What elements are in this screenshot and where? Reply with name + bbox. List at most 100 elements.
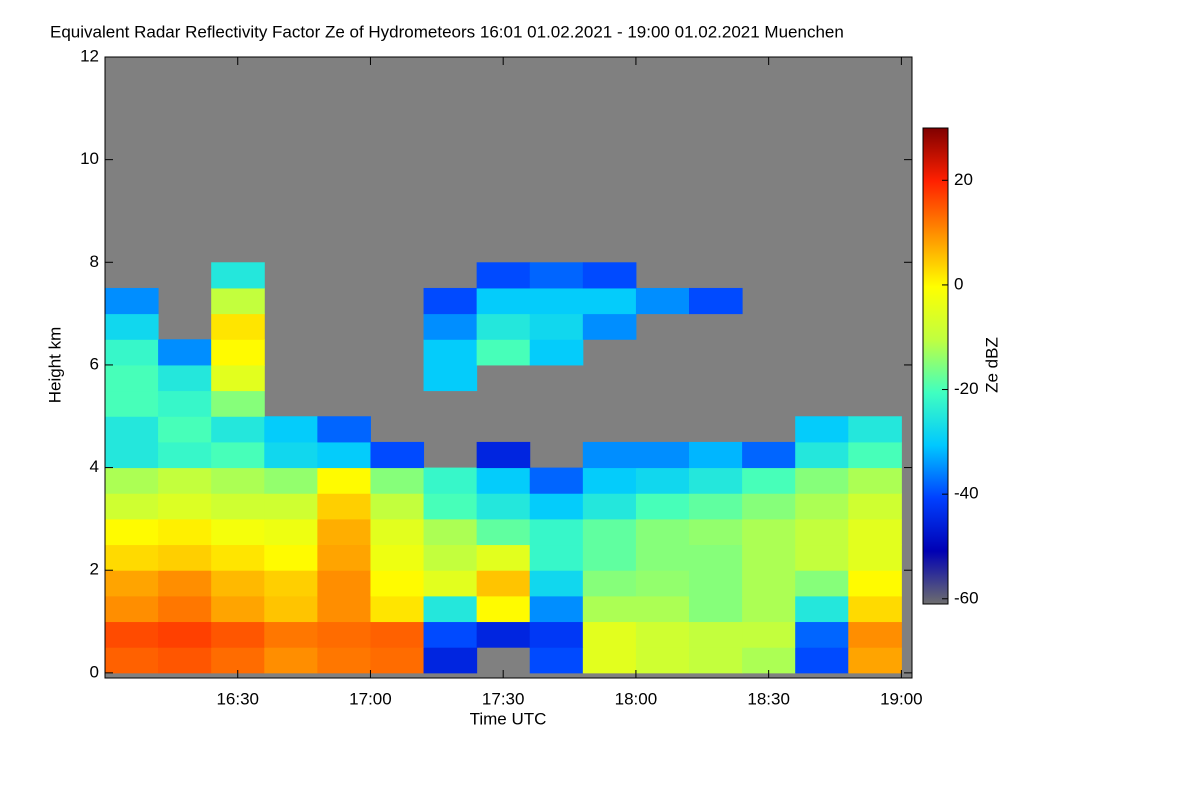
- y-tick-label: 6: [90, 354, 99, 373]
- heatmap-cell: [105, 621, 159, 648]
- heatmap-cell: [476, 441, 531, 469]
- heatmap-cell: [158, 390, 212, 417]
- heatmap-cell: [795, 647, 849, 674]
- colorbar-tick-label: 0: [954, 274, 963, 293]
- y-tick-label: 2: [90, 560, 99, 579]
- heatmap-cell: [848, 441, 902, 469]
- heatmap-cell: [795, 493, 849, 520]
- heatmap-cell: [158, 441, 212, 469]
- heatmap-cell: [370, 544, 425, 571]
- heatmap-cell: [848, 621, 902, 648]
- heatmap-cell: [689, 570, 743, 597]
- heatmap-cell: [264, 441, 318, 469]
- heatmap-cell: [529, 467, 584, 494]
- heatmap-cell: [105, 595, 159, 623]
- heatmap-cell: [476, 287, 531, 315]
- heatmap-cell: [635, 570, 690, 597]
- heatmap-cell: [795, 518, 849, 546]
- heatmap-cell: [105, 518, 159, 546]
- heatmap-cell: [635, 441, 690, 469]
- heatmap-cell: [211, 390, 265, 417]
- heatmap-cell: [211, 467, 265, 494]
- heatmap-cell: [264, 518, 318, 546]
- heatmap-cell: [582, 441, 637, 469]
- y-tick-label: 8: [90, 252, 99, 271]
- heatmap-cell: [529, 544, 584, 571]
- heatmap-cell: [582, 262, 637, 289]
- colorbar-tick-label: -20: [954, 379, 979, 398]
- heatmap-cell: [476, 467, 531, 494]
- heatmap-cell: [423, 647, 478, 674]
- heatmap-cell: [742, 621, 796, 648]
- x-axis-label: Time UTC: [470, 709, 547, 728]
- heatmap-cell: [423, 364, 478, 392]
- heatmap-cell: [689, 595, 743, 623]
- heatmap-cell: [158, 544, 212, 571]
- heatmap-cell: [317, 416, 371, 443]
- heatmap-cell: [105, 390, 159, 417]
- heatmap-cell: [689, 544, 743, 571]
- y-tick-label: 0: [90, 662, 99, 681]
- colorbar-tick-label: -60: [954, 588, 979, 607]
- heatmap-cell: [158, 339, 212, 366]
- heatmap-cell: [317, 544, 371, 571]
- heatmap-cell: [529, 313, 584, 340]
- heatmap-cell: [529, 339, 584, 366]
- heatmap-cell: [105, 416, 159, 443]
- heatmap-cell: [476, 313, 531, 340]
- heatmap-cell: [582, 621, 637, 648]
- heatmap-cell: [105, 544, 159, 571]
- heatmap-cell: [264, 570, 318, 597]
- heatmap-cell: [635, 647, 690, 674]
- heatmap-cell: [370, 518, 425, 546]
- heatmap-cell: [795, 570, 849, 597]
- heatmap-cell: [423, 313, 478, 340]
- heatmap-cell: [370, 441, 425, 469]
- heatmap-cell: [158, 416, 212, 443]
- heatmap-cell: [264, 544, 318, 571]
- heatmap-cell: [582, 647, 637, 674]
- heatmap-cell: [317, 647, 371, 674]
- chart-title: Equivalent Radar Reflectivity Factor Ze …: [50, 22, 844, 41]
- heatmap-cell: [742, 467, 796, 494]
- heatmap-cell: [370, 493, 425, 520]
- heatmap-cell: [317, 518, 371, 546]
- heatmap-cell: [423, 570, 478, 597]
- heatmap-cell: [211, 595, 265, 623]
- heatmap-cell: [582, 287, 637, 315]
- heatmap-cell: [529, 570, 584, 597]
- heatmap-cell: [211, 570, 265, 597]
- x-tick-label: 17:30: [482, 689, 525, 708]
- heatmap-cell: [211, 339, 265, 366]
- heatmap-cell: [105, 287, 159, 315]
- heatmap-cell: [370, 647, 425, 674]
- plot-frame: [104, 56, 913, 679]
- heatmap-cell: [582, 313, 637, 340]
- heatmap-cell: [476, 621, 531, 648]
- heatmap-cell: [264, 595, 318, 623]
- y-tick-label: 10: [80, 149, 99, 168]
- heatmap-cell: [476, 544, 531, 571]
- heatmap-cell: [689, 441, 743, 469]
- heatmap-cell: [476, 339, 531, 366]
- heatmap-cell: [264, 467, 318, 494]
- heatmap-cell: [529, 518, 584, 546]
- heatmap-cell: [848, 416, 902, 443]
- heatmap-cell: [211, 364, 265, 392]
- heatmap-cell: [582, 595, 637, 623]
- x-tick-label: 16:30: [216, 689, 259, 708]
- heatmap-cell: [264, 493, 318, 520]
- heatmap-cell: [370, 570, 425, 597]
- heatmap-cell: [105, 570, 159, 597]
- heatmap-cell: [582, 544, 637, 571]
- heatmap-cell: [158, 647, 212, 674]
- heatmap-cell: [529, 621, 584, 648]
- heatmap-cell: [211, 441, 265, 469]
- heatmap-cell: [211, 262, 265, 289]
- heatmap-cell: [742, 518, 796, 546]
- heatmap-cell: [423, 493, 478, 520]
- heatmap-cell: [370, 621, 425, 648]
- x-tick-label: 18:30: [747, 689, 790, 708]
- heatmap-cell: [635, 467, 690, 494]
